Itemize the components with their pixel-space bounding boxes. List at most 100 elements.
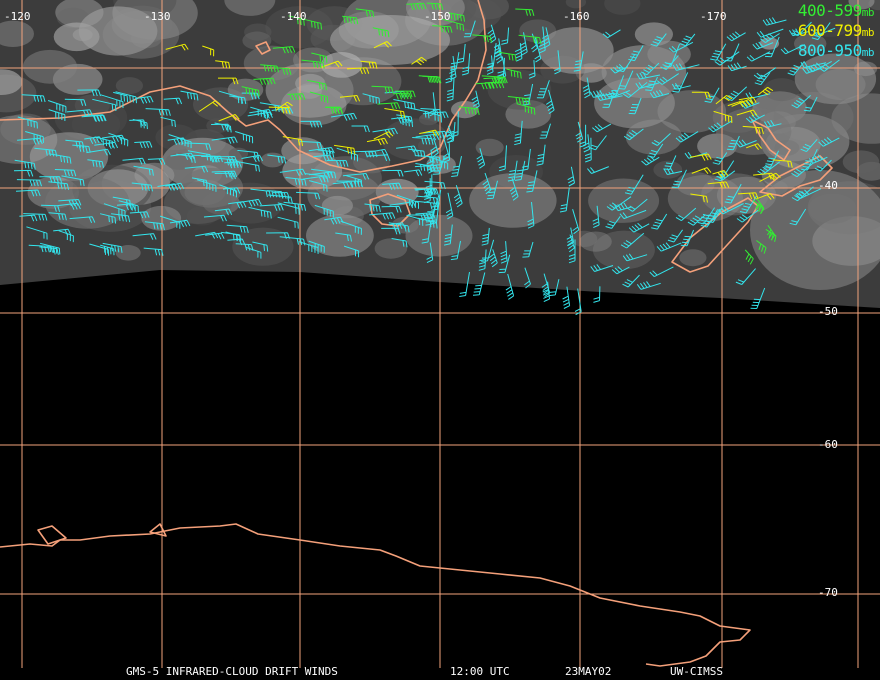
cloud-patch: [0, 113, 51, 145]
legend-item-600-799: 600-799mb: [798, 22, 875, 42]
wind-barb: [218, 114, 240, 122]
lon-label-150: -150: [424, 10, 451, 23]
wind-barb: [811, 22, 831, 41]
wind-barb: [449, 52, 460, 71]
wind-barb: [459, 272, 470, 297]
wind-barb: [249, 109, 273, 117]
wind-barb: [712, 170, 729, 178]
wind-barb: [277, 202, 300, 215]
wind-barb: [165, 43, 189, 51]
wind-barb: [54, 169, 77, 177]
wind-barb: [77, 89, 101, 97]
wind-barb: [180, 90, 199, 101]
wind-barb: [623, 128, 644, 141]
wind-barb: [228, 201, 247, 209]
wind-barb: [754, 72, 771, 86]
wind-barb: [791, 95, 811, 109]
cloud-patch: [750, 170, 880, 290]
wind-barb: [757, 86, 774, 96]
legend-unit: mb: [861, 46, 875, 59]
cloud-patch: [306, 214, 374, 257]
wind-barb: [618, 70, 634, 90]
wind-barb: [332, 181, 353, 189]
cloud-patch: [141, 205, 182, 231]
wind-barb: [211, 123, 231, 131]
wind-barb: [343, 245, 360, 258]
wind-barb: [691, 91, 711, 99]
wind-barb: [763, 119, 782, 128]
wind-barb: [487, 24, 497, 44]
legend-label: 400-599: [797, 1, 862, 20]
lon-label-120: -120: [4, 10, 31, 23]
wind-barb: [214, 208, 233, 216]
wind-barb: [421, 220, 432, 244]
wind-barb: [507, 160, 518, 182]
wind-barb: [746, 143, 762, 151]
lat-label-60: -60: [818, 438, 838, 451]
caption-product: GMS-5 INFRARED-CLOUD DRIFT WINDS: [126, 665, 338, 678]
wind-barb: [461, 53, 471, 76]
lon-label-140: -140: [280, 10, 307, 23]
wind-barb: [714, 51, 740, 66]
wind-barb: [122, 157, 146, 165]
wind-barb: [326, 160, 349, 167]
legend-item-400-599: 400-599mb: [797, 1, 875, 22]
legend-unit: mb: [861, 26, 875, 39]
wind-barb: [340, 220, 362, 235]
wind-barb: [426, 242, 434, 264]
wind-barb: [64, 98, 87, 106]
cloud-patch: [224, 0, 276, 16]
wind-barb: [335, 232, 352, 242]
wind-barb: [515, 8, 535, 17]
coastline-path: [37, 525, 67, 545]
coastline-path: [759, 155, 833, 197]
cloud-patch: [487, 69, 552, 110]
wind-barb: [132, 233, 157, 240]
wind-barb: [446, 77, 455, 102]
wind-barb: [352, 150, 378, 158]
wind-barb: [498, 145, 507, 172]
wind-barb: [735, 268, 756, 285]
wind-barb: [700, 208, 721, 228]
grid-labels: -120 -130 -140 -150 -160 -170 -40 -50 -6…: [4, 10, 838, 599]
wind-barb: [277, 216, 299, 229]
cloud-patch: [701, 173, 769, 216]
wind-barb: [649, 89, 670, 99]
wind-barb: [727, 100, 747, 108]
wind-barb: [636, 71, 660, 80]
wind-barb: [574, 288, 582, 316]
wind-barb: [736, 209, 759, 223]
wind-barb: [542, 281, 550, 303]
wind-barb: [451, 155, 462, 177]
wind-barb: [725, 86, 748, 102]
wind-barb: [81, 114, 107, 122]
wind-barb: [539, 123, 551, 139]
wind-barb: [360, 60, 378, 69]
wind-barb: [299, 140, 323, 149]
wind-barb: [787, 61, 805, 76]
wind-barb: [300, 120, 323, 128]
wind-barb: [548, 279, 560, 297]
wind-barb: [187, 150, 212, 161]
wind-barb: [211, 170, 238, 178]
wind-barb: [526, 170, 538, 193]
wind-barb: [645, 76, 658, 91]
wind-barb: [351, 125, 370, 133]
wind-barb: [247, 111, 273, 120]
legend-unit: mb: [861, 6, 875, 19]
wind-barb: [367, 154, 391, 162]
lat-label-40: -40: [818, 179, 838, 192]
coastline-path: [369, 193, 411, 227]
wind-barb: [160, 116, 176, 128]
wind-barb: [448, 12, 465, 22]
wind-barb: [457, 43, 466, 64]
wind-barb: [325, 106, 343, 114]
wind-barb: [169, 219, 191, 228]
wind-barb: [393, 92, 412, 100]
wind-barb: [129, 211, 150, 219]
wind-barb: [17, 137, 43, 145]
wind-barb: [432, 25, 453, 33]
wind-barb: [814, 159, 832, 172]
wind-barb: [802, 65, 823, 74]
wind-barb: [566, 227, 575, 247]
